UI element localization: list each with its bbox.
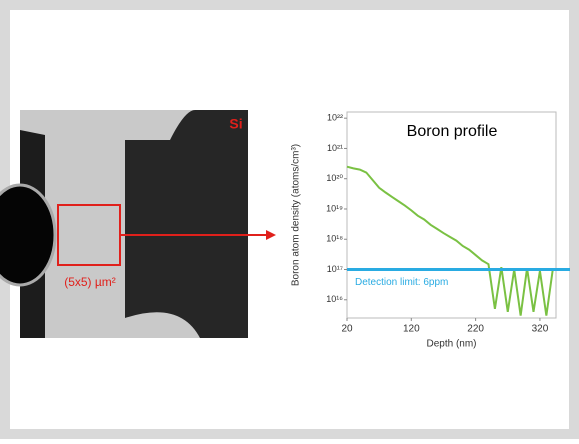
chart: Boron profile 10¹⁶ 10¹⁷ 10¹⁸ 10¹⁹ 10²⁰ 10²¹ 10²… (291, 111, 570, 350)
y-tick-label: 10²¹ (327, 143, 343, 153)
y-tick-label: 10²² (327, 113, 343, 123)
detection-label: Detection limit: 6ppm (355, 277, 448, 288)
y-axis-label: Boron atom density (atoms/cm³) (291, 144, 302, 286)
y-tick-label: 10¹⁸ (326, 234, 343, 244)
x-tick-label: 320 (532, 324, 549, 335)
x-tick-label: 20 (341, 324, 353, 335)
x-axis-label: Depth (nm) (426, 339, 476, 350)
y-tick-label: 10¹⁶ (326, 294, 343, 304)
area-label: (5x5) µm² (64, 275, 116, 289)
plot-frame (346, 111, 557, 319)
y-tick-label: 10¹⁷ (327, 264, 343, 274)
chart-title: Boron profile (407, 123, 498, 140)
arrow-head (266, 230, 276, 240)
material-label: Si (229, 116, 242, 132)
sem-image: Si (5x5) µm² (0, 110, 248, 338)
x-tick-label: 220 (467, 324, 484, 335)
y-tick-label: 10²⁰ (326, 173, 343, 183)
x-tick-label: 120 (403, 324, 420, 335)
data-line (346, 165, 554, 316)
y-tick-label: 10¹⁹ (326, 203, 343, 213)
